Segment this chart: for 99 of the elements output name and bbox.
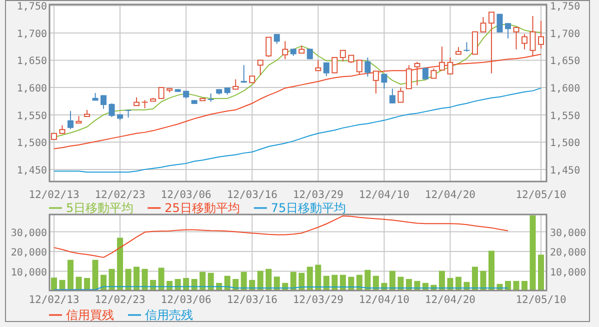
y2-tick-label: 1,450 (550, 165, 580, 176)
x-tick-label: 12/03/06 (160, 189, 212, 201)
line-series (54, 88, 542, 173)
y-tick-label: 1,650 (16, 56, 47, 68)
candlestick (257, 60, 264, 76)
y-tick-label: 1,500 (16, 138, 47, 150)
candlestick (480, 16, 486, 32)
x-tick-label: 12/02/23 (94, 189, 146, 201)
candlestick (323, 62, 330, 77)
x-tick-label: 12/04/10 (358, 189, 410, 201)
candlestick (249, 76, 256, 84)
bar (530, 215, 536, 291)
line-series (54, 215, 508, 258)
candlestick (464, 42, 470, 52)
y2-tick-label: 1,700 (550, 28, 580, 40)
candlestick (389, 88, 396, 104)
candlestick (406, 64, 412, 90)
bar (306, 266, 313, 291)
bar (315, 264, 322, 291)
legend-label: 75日移動平均 (270, 201, 346, 215)
y-tick-label: 1,600 (16, 84, 47, 95)
y2-tick-label: 30,000 (550, 228, 586, 239)
candlestick (447, 57, 454, 74)
candlestick (504, 22, 511, 39)
candlestick (530, 16, 536, 57)
y-tick-label: 1,750 (16, 2, 47, 13)
bar (266, 268, 272, 291)
legend-label: 信用買残 (66, 308, 114, 322)
candlestick (538, 20, 544, 50)
y-tick-label: 30,000 (10, 228, 47, 239)
candlestick (158, 87, 164, 99)
x-tick-label: 12/03/06 (160, 294, 212, 306)
y2-tick-label: 10,000 (550, 267, 586, 278)
bar (158, 268, 164, 291)
candlestick (398, 87, 404, 103)
x-tick-label: 12/03/16 (226, 294, 278, 306)
candlestick (68, 110, 74, 130)
legend-label: 5日移動平均 (66, 201, 134, 215)
bar (142, 268, 148, 291)
bar (117, 238, 124, 291)
candlestick (274, 34, 280, 44)
bar (472, 266, 478, 291)
candlestick (298, 44, 305, 54)
candlestick (76, 115, 82, 124)
y-tick-label: 10,000 (10, 267, 47, 278)
y2-tick-label: 1,600 (550, 84, 580, 95)
candlestick (134, 96, 140, 106)
candlestick (438, 46, 445, 71)
candlestick (381, 73, 388, 90)
legend-label: 25日移動平均 (164, 201, 240, 215)
bar (538, 254, 544, 291)
candlestick (356, 60, 362, 76)
y2-tick-label: 1,650 (550, 56, 580, 68)
candlestick (364, 57, 371, 78)
candlestick (84, 109, 90, 117)
bar (92, 260, 98, 291)
y2-tick-label: 1,500 (550, 138, 580, 150)
candlestick (521, 34, 528, 50)
x-tick-label: 12/03/29 (292, 294, 344, 306)
candlestick (472, 31, 478, 55)
y-tick-label: 1,550 (16, 110, 47, 122)
x-tick-label: 12/02/23 (94, 294, 146, 306)
bar (134, 266, 140, 291)
candlestick (315, 60, 322, 72)
x-tick-label: 12/05/10 (516, 189, 566, 201)
x-tick-label: 12/03/16 (226, 189, 278, 201)
bar (125, 268, 132, 291)
x-tick-label: 12/04/20 (424, 294, 476, 306)
candlestick (142, 100, 148, 109)
legend-label: 信用売残 (145, 308, 193, 322)
candlestick (488, 12, 494, 74)
x-tick-label: 12/04/20 (424, 189, 476, 201)
bar (364, 270, 371, 291)
bar (68, 260, 74, 291)
y-tick-label: 1,450 (16, 165, 47, 176)
candlestick (200, 98, 206, 102)
candlestick (232, 78, 239, 90)
candlestick (100, 94, 107, 110)
y2-tick-label: 20,000 (550, 248, 586, 259)
candlestick (372, 70, 379, 94)
candlestick (455, 46, 462, 55)
candlestick (108, 102, 115, 118)
x-tick-label: 12/03/29 (292, 189, 344, 201)
y-tick-label: 1,700 (16, 28, 47, 40)
bar (108, 268, 115, 291)
y2-tick-label: 1,750 (550, 2, 580, 13)
x-tick-label: 12/05/10 (516, 294, 566, 306)
bar (488, 250, 494, 291)
y-tick-label: 20,000 (10, 248, 47, 259)
x-tick-label: 12/02/13 (28, 294, 80, 306)
candlestick (340, 50, 346, 62)
candlestick (240, 64, 247, 84)
candlestick (513, 26, 520, 50)
candlestick (59, 124, 66, 134)
line-series (54, 54, 542, 150)
x-tick-label: 12/04/10 (358, 294, 410, 306)
x-tick-label: 12/02/13 (28, 189, 80, 201)
candlestick (496, 13, 503, 33)
y2-tick-label: 1,550 (550, 110, 580, 122)
